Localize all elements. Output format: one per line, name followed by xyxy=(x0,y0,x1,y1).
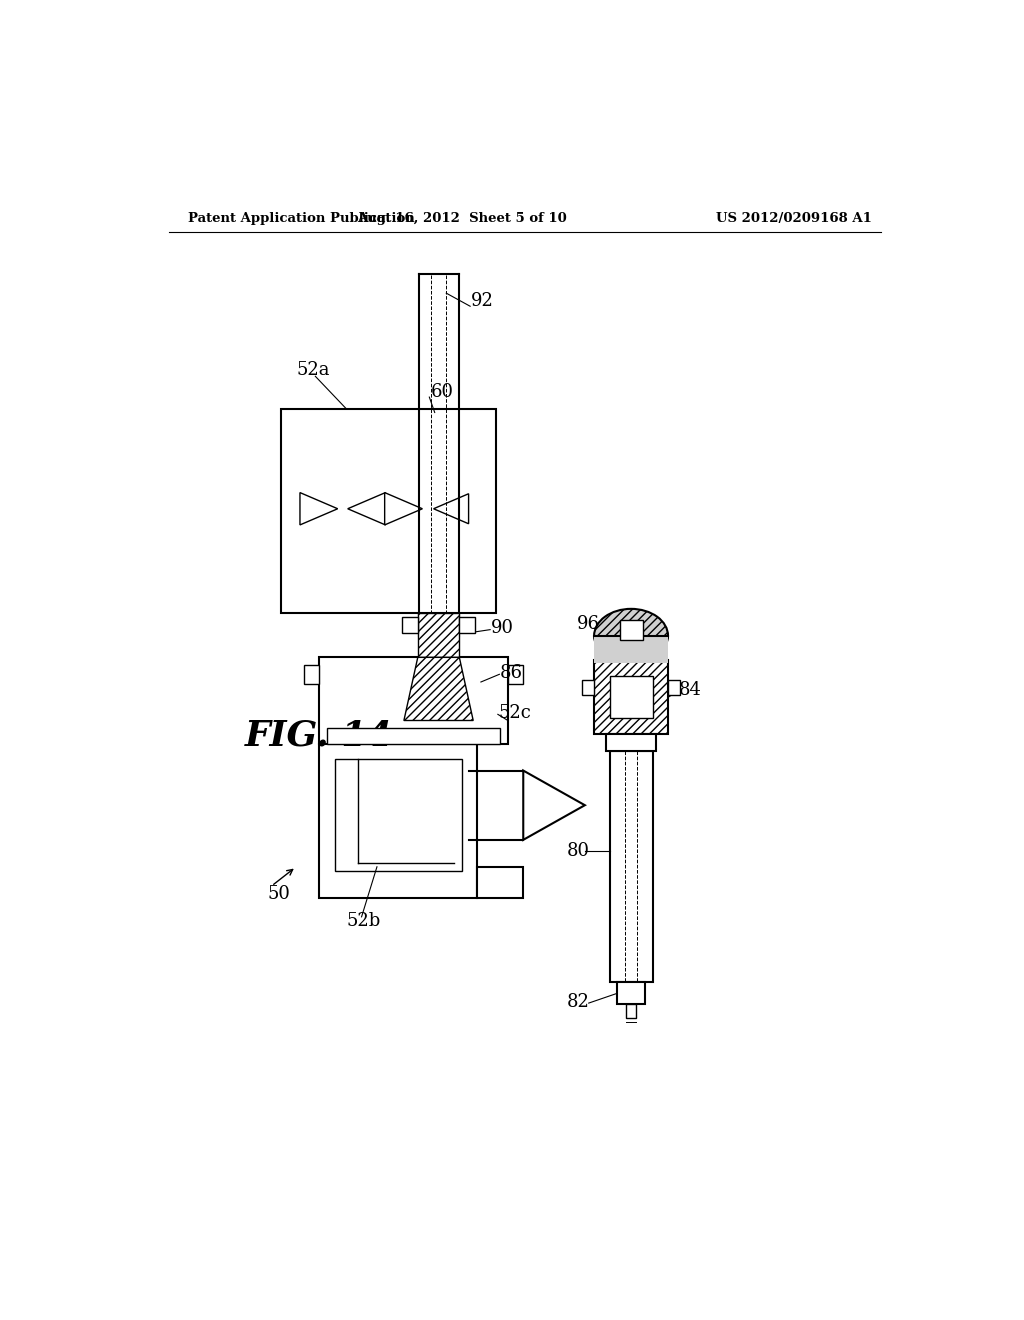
Bar xyxy=(668,680,680,696)
Bar xyxy=(626,1003,637,1018)
Bar xyxy=(281,409,497,612)
Text: 86: 86 xyxy=(500,664,523,681)
Bar xyxy=(477,867,523,898)
Text: 60: 60 xyxy=(431,383,454,401)
Text: 84: 84 xyxy=(679,681,701,698)
Bar xyxy=(327,729,500,743)
Bar xyxy=(594,660,668,734)
Text: FIG. 14: FIG. 14 xyxy=(245,719,392,752)
Text: 52c: 52c xyxy=(499,704,531,722)
Bar xyxy=(606,734,655,751)
Bar xyxy=(617,982,645,1003)
Text: 50: 50 xyxy=(267,884,291,903)
Bar xyxy=(508,665,523,684)
Polygon shape xyxy=(385,492,422,525)
Bar xyxy=(319,657,508,743)
Bar xyxy=(594,636,668,663)
Polygon shape xyxy=(433,494,469,524)
Bar xyxy=(620,620,643,640)
Text: 90: 90 xyxy=(490,619,514,638)
Polygon shape xyxy=(403,657,473,721)
Text: 52b: 52b xyxy=(346,912,380,929)
Text: 52a: 52a xyxy=(296,362,330,379)
Ellipse shape xyxy=(594,609,668,663)
Bar xyxy=(335,759,462,871)
Polygon shape xyxy=(300,492,338,525)
Bar xyxy=(609,751,652,982)
Bar xyxy=(609,676,652,718)
Text: 96: 96 xyxy=(578,615,600,634)
Text: Aug. 16, 2012  Sheet 5 of 10: Aug. 16, 2012 Sheet 5 of 10 xyxy=(356,213,566,224)
Text: 80: 80 xyxy=(567,842,590,861)
Bar xyxy=(582,680,594,696)
Text: Patent Application Publication: Patent Application Publication xyxy=(188,213,415,224)
Bar xyxy=(460,616,475,634)
Polygon shape xyxy=(348,492,385,525)
Text: 82: 82 xyxy=(567,993,590,1011)
Polygon shape xyxy=(523,771,585,840)
Bar xyxy=(304,665,319,684)
Bar xyxy=(402,616,418,634)
Text: US 2012/0209168 A1: US 2012/0209168 A1 xyxy=(716,213,871,224)
Text: 92: 92 xyxy=(471,292,494,310)
Bar xyxy=(594,636,668,663)
Bar xyxy=(418,612,460,657)
Bar xyxy=(319,743,477,898)
